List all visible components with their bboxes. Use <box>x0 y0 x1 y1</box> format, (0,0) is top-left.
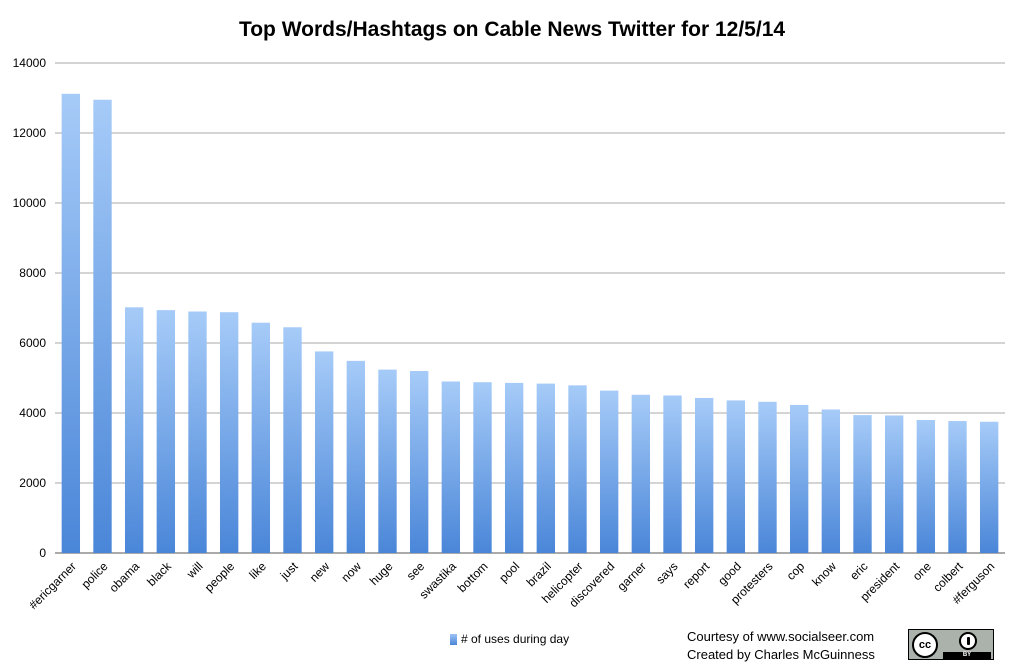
bar <box>61 93 81 554</box>
bar <box>314 351 334 553</box>
legend-swatch <box>450 633 457 645</box>
x-tick-label: now <box>338 559 364 585</box>
x-tick-label: bottom <box>455 559 491 595</box>
bar <box>346 360 366 553</box>
x-tick-label: cop <box>784 559 808 583</box>
y-axis-ticks: 0 2000 4000 6000 8000 10000 12000 14000 <box>13 56 47 560</box>
x-tick-label: #ericgarner <box>26 559 79 612</box>
bar <box>188 311 207 553</box>
bar <box>473 382 492 553</box>
bar <box>694 397 714 553</box>
bar <box>979 421 999 553</box>
cc-logo: cc <box>912 632 938 658</box>
bar <box>283 327 302 553</box>
x-tick-label: black <box>144 559 174 589</box>
x-tick-label: one <box>910 559 934 583</box>
bar <box>93 99 112 553</box>
y-tick-label: 8000 <box>19 266 46 280</box>
bar <box>789 404 809 553</box>
chart-title: Top Words/Hashtags on Cable News Twitter… <box>238 18 786 41</box>
bar <box>156 310 176 553</box>
x-tick-label: know <box>809 559 839 589</box>
bars <box>61 93 999 554</box>
by-label: BY <box>943 652 991 659</box>
bar <box>853 415 872 553</box>
bar <box>948 421 967 553</box>
x-tick-label: like <box>246 559 269 582</box>
y-tick-label: 14000 <box>13 56 47 70</box>
x-tick-label: says <box>653 559 680 586</box>
bar <box>884 415 904 553</box>
bar <box>124 307 144 553</box>
y-tick-label: 4000 <box>19 406 46 420</box>
y-tick-label: 10000 <box>13 196 47 210</box>
bar <box>441 381 461 553</box>
x-tick-label: people <box>202 559 238 595</box>
x-tick-label: pool <box>496 559 522 585</box>
bar <box>219 312 239 553</box>
credit-line-1: Courtesy of www.socialseer.com <box>687 629 875 644</box>
x-tick-label: huge <box>367 559 396 588</box>
bar <box>726 400 746 553</box>
bar <box>536 383 556 553</box>
bar <box>821 409 841 553</box>
bar <box>916 420 936 553</box>
x-tick-label: obama <box>106 559 142 595</box>
bar <box>663 395 682 553</box>
x-tick-label: garner <box>615 559 649 593</box>
bar <box>409 371 429 553</box>
bar <box>599 390 619 553</box>
y-tick-label: 2000 <box>19 476 46 490</box>
x-tick-label: see <box>404 559 428 583</box>
bar <box>631 394 651 553</box>
x-tick-label: eric <box>847 559 871 583</box>
x-tick-label: police <box>79 559 111 591</box>
x-tick-label: new <box>307 559 333 585</box>
x-tick-label: just <box>277 559 301 583</box>
gridlines <box>55 62 1005 554</box>
credit-line-2: Created by Charles McGuinness <box>687 647 875 662</box>
bar <box>568 385 587 553</box>
y-tick-label: 6000 <box>19 336 46 350</box>
bar <box>378 369 397 553</box>
y-tick-label: 0 <box>39 546 46 560</box>
legend-label: # of uses during day <box>461 632 570 646</box>
x-tick-label: report <box>680 559 713 592</box>
creative-commons-by-icon: cc BY <box>908 629 994 660</box>
y-tick-label: 12000 <box>13 126 47 140</box>
x-tick-label: good <box>715 559 744 588</box>
bar <box>504 382 524 553</box>
legend: # of uses during day <box>450 632 569 646</box>
x-tick-label: will <box>183 559 205 581</box>
bar <box>758 401 777 553</box>
attribution-icon <box>959 632 977 650</box>
bar <box>251 322 271 553</box>
